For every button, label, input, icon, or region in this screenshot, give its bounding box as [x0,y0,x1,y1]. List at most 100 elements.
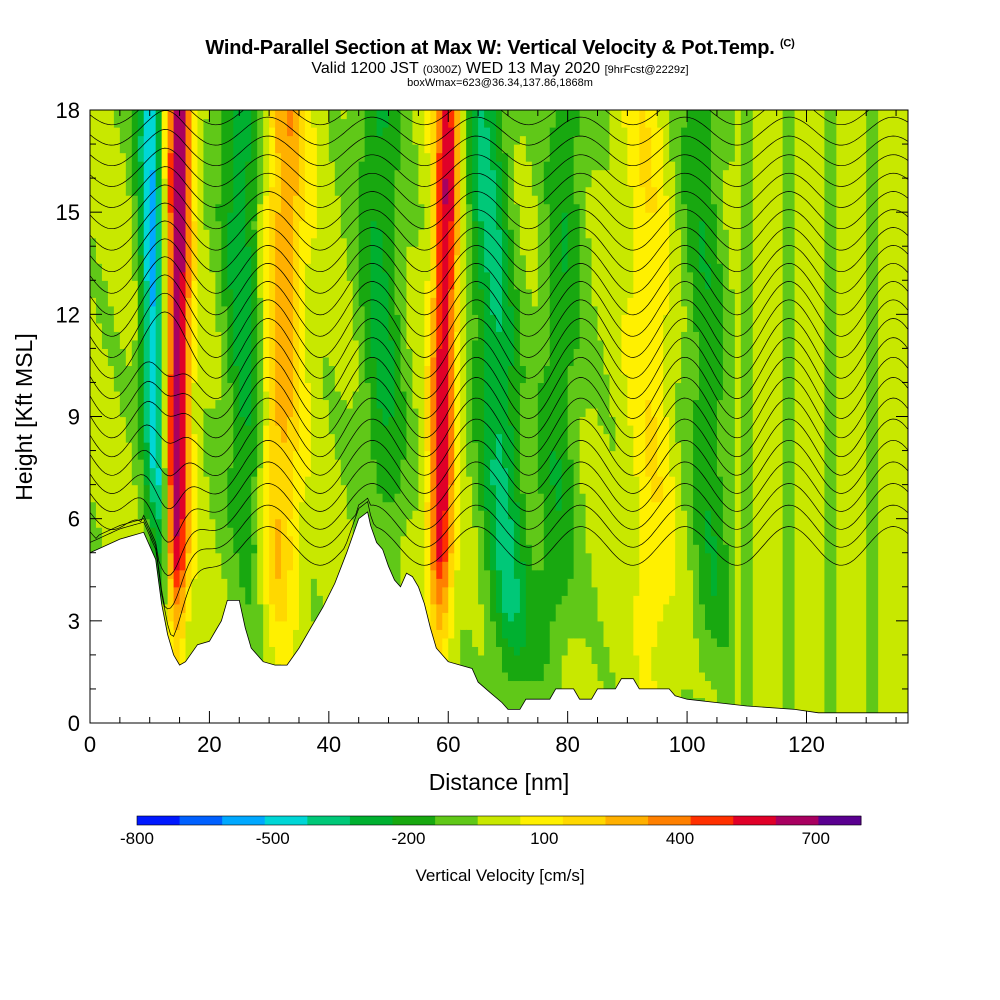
field-cell [227,527,234,605]
field-cell [107,365,115,571]
isentrope-line [90,311,908,379]
field-cell [513,144,521,205]
field-cell [573,348,581,639]
field-cell [113,390,121,596]
field-cell [878,110,885,723]
isentrope-line [90,238,908,294]
field-cell [525,110,533,162]
field-cell [454,569,461,723]
field-cell [484,110,491,128]
field-cell [704,510,712,554]
field-cell [657,476,664,503]
field-cell [585,110,593,188]
field-cell [316,110,324,596]
field-cell [167,212,175,375]
field-cell [251,220,258,230]
field-cell [758,110,766,723]
field-cell [519,254,527,367]
field-cell [663,110,670,196]
field-cell [107,110,115,307]
field-cell [478,110,485,222]
field-cell [657,501,664,622]
field-cell [585,186,593,239]
field-cell [287,569,294,682]
field-cell [167,552,175,579]
field-cell [722,646,730,707]
field-cell [257,110,264,205]
field-cell [113,331,121,392]
field-cell [848,110,855,723]
field-cell [591,305,599,409]
colorbar-tick-label: -500 [256,829,290,848]
field-cell [657,620,664,707]
field-cell [555,459,563,511]
field-cell [239,416,246,588]
field-cell [179,110,187,273]
field-cell [448,288,455,486]
field-cell [543,110,551,162]
isentrope-line [90,497,908,610]
field-cell [203,407,211,477]
field-cell [275,518,282,579]
valid-date: WED 13 May 2020 [465,60,601,77]
field-cell [603,169,611,375]
field-cell [442,586,449,613]
field-cell [215,399,222,554]
colorbar-swatch [222,816,266,825]
field-cell [519,135,527,256]
field-cell [716,263,724,401]
field-cell [418,229,425,613]
field-cell [567,637,575,723]
field-cell [693,399,700,545]
field-cell [699,110,706,222]
field-cell [681,203,688,307]
field-cell [501,152,509,230]
field-cell [818,110,826,723]
field-cell [131,280,139,341]
isentrope-line [90,129,908,167]
field-cell [704,263,712,290]
field-cell [149,169,157,307]
field-cell [519,493,527,562]
field-cell [501,110,509,154]
field-cell [161,178,169,469]
field-cell [436,152,443,349]
isentrope-line [90,166,908,208]
field-cell [722,229,730,545]
field-cell [185,552,193,588]
field-cell [95,263,103,324]
field-cell [507,110,515,230]
field-cell [90,501,97,562]
colorbar-tick-label: 400 [666,829,694,848]
field-cell [155,110,163,188]
field-cell [603,110,611,171]
y-axis-label: Height [Kft MSL] [11,333,37,500]
field-cell [561,654,569,699]
field-cell [728,288,736,716]
field-cell [191,110,199,222]
field-cell [621,110,628,128]
field-cell [579,493,587,639]
field-cell [334,390,342,460]
field-cell [131,339,139,486]
field-cell [746,110,754,723]
field-cell [585,407,593,554]
field-cell [245,110,252,162]
field-cell [716,399,724,477]
field-cell [400,110,408,392]
field-cell [137,110,145,137]
field-cell [884,110,891,723]
colorbar [136,815,862,826]
field-cell [436,348,443,562]
field-cell [621,127,628,315]
field-cell [519,382,527,494]
field-cell [400,459,408,537]
field-cell [591,407,599,588]
colorbar-swatch [435,816,479,825]
field-cell [328,365,336,435]
field-cell [776,110,784,723]
field-cell [645,399,652,477]
field-cell [155,552,163,605]
isentrope-contours [90,110,908,637]
